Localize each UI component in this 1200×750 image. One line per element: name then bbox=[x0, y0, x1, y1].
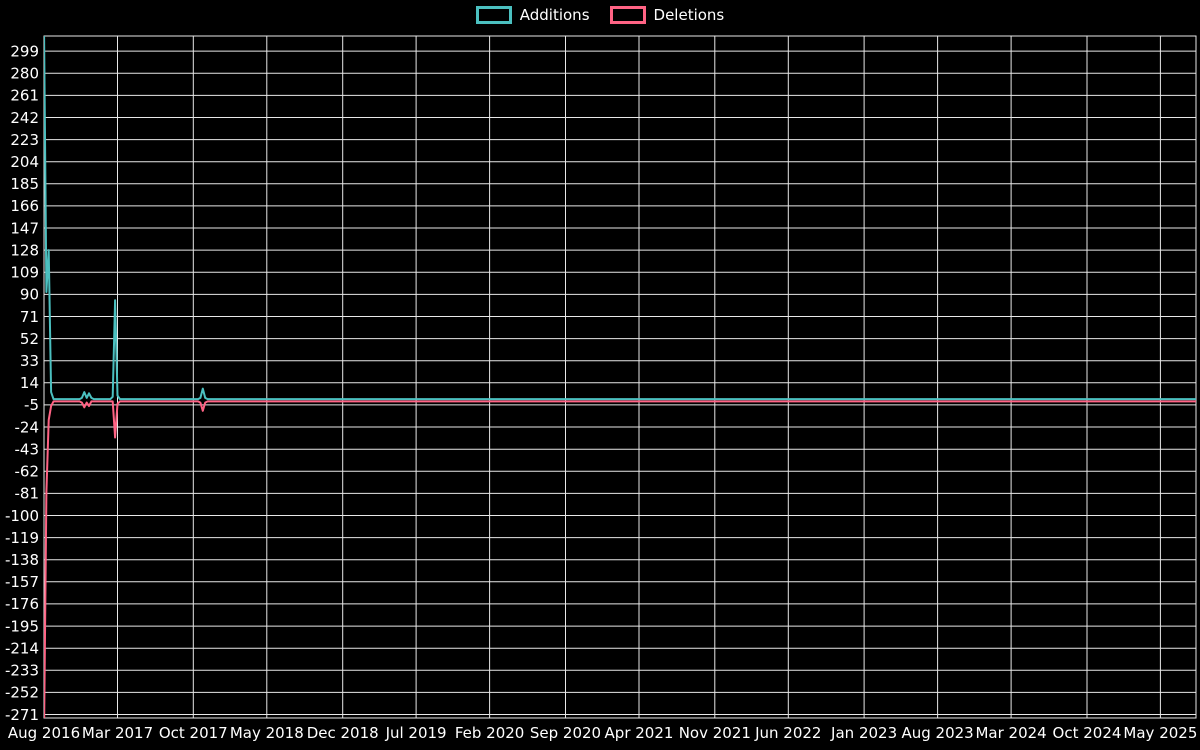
svg-text:Dec 2018: Dec 2018 bbox=[307, 724, 379, 742]
svg-text:-62: -62 bbox=[15, 463, 40, 481]
svg-text:109: 109 bbox=[10, 264, 39, 282]
svg-text:Jul 2019: Jul 2019 bbox=[385, 724, 447, 742]
svg-text:Oct 2024: Oct 2024 bbox=[1053, 724, 1122, 742]
additions-legend-swatch bbox=[475, 6, 512, 24]
svg-text:Mar 2017: Mar 2017 bbox=[82, 724, 153, 742]
svg-text:-214: -214 bbox=[5, 639, 39, 657]
svg-text:Aug 2023: Aug 2023 bbox=[901, 724, 973, 742]
svg-text:-43: -43 bbox=[15, 440, 40, 458]
svg-text:Mar 2024: Mar 2024 bbox=[975, 724, 1046, 742]
svg-text:147: 147 bbox=[10, 219, 39, 237]
svg-text:Oct 2017: Oct 2017 bbox=[159, 724, 228, 742]
svg-text:204: 204 bbox=[10, 153, 39, 171]
svg-text:185: 185 bbox=[10, 175, 39, 193]
additions-legend-label: Additions bbox=[519, 6, 590, 24]
svg-text:52: 52 bbox=[20, 330, 39, 348]
svg-text:-100: -100 bbox=[5, 507, 39, 525]
svg-text:-119: -119 bbox=[5, 529, 39, 547]
svg-text:Feb 2020: Feb 2020 bbox=[455, 724, 525, 742]
svg-text:-5: -5 bbox=[24, 396, 39, 414]
svg-text:-271: -271 bbox=[5, 706, 39, 724]
svg-text:May 2025: May 2025 bbox=[1123, 724, 1197, 742]
y-axis-tick-labels: 299 280 261 242 223 204 185 166 147 128 109 90 71 52 3… bbox=[5, 42, 39, 723]
x-axis-tick-labels: Aug 2016 Mar 2017 Oct 2017 May 2018 Dec 2018… bbox=[8, 724, 1197, 742]
svg-text:Aug 2016: Aug 2016 bbox=[8, 724, 80, 742]
svg-text:Jan 2023: Jan 2023 bbox=[830, 724, 897, 742]
svg-text:Sep 2020: Sep 2020 bbox=[530, 724, 601, 742]
legend-item-additions[interactable]: Additions bbox=[475, 6, 590, 24]
svg-text:-233: -233 bbox=[5, 662, 39, 680]
svg-text:Apr 2021: Apr 2021 bbox=[605, 724, 674, 742]
svg-text:-24: -24 bbox=[15, 418, 40, 436]
legend-item-deletions[interactable]: Deletions bbox=[609, 6, 725, 24]
chart-legend: Additions Deletions bbox=[0, 6, 1200, 24]
svg-text:280: 280 bbox=[10, 64, 39, 82]
svg-text:-157: -157 bbox=[5, 573, 39, 591]
deletions-legend-swatch bbox=[609, 6, 646, 24]
svg-text:14: 14 bbox=[20, 374, 39, 392]
svg-text:Nov 2021: Nov 2021 bbox=[679, 724, 751, 742]
svg-text:-252: -252 bbox=[5, 684, 39, 702]
svg-text:-176: -176 bbox=[5, 595, 39, 613]
svg-text:May 2018: May 2018 bbox=[230, 724, 304, 742]
svg-text:71: 71 bbox=[20, 308, 39, 326]
svg-text:166: 166 bbox=[10, 197, 39, 215]
svg-text:299: 299 bbox=[10, 42, 39, 60]
svg-text:-81: -81 bbox=[15, 485, 40, 503]
svg-text:242: 242 bbox=[10, 109, 39, 127]
svg-text:-138: -138 bbox=[5, 551, 39, 569]
gridlines bbox=[43, 35, 1197, 719]
deletions-line bbox=[44, 400, 1196, 718]
svg-text:223: 223 bbox=[10, 131, 39, 149]
svg-text:261: 261 bbox=[10, 87, 39, 105]
svg-text:33: 33 bbox=[20, 352, 39, 370]
svg-text:-195: -195 bbox=[5, 617, 39, 635]
svg-text:90: 90 bbox=[20, 286, 39, 304]
deletions-legend-label: Deletions bbox=[653, 6, 725, 24]
additions-line bbox=[44, 36, 1196, 401]
svg-text:Jun 2022: Jun 2022 bbox=[754, 724, 821, 742]
svg-text:128: 128 bbox=[10, 241, 39, 259]
